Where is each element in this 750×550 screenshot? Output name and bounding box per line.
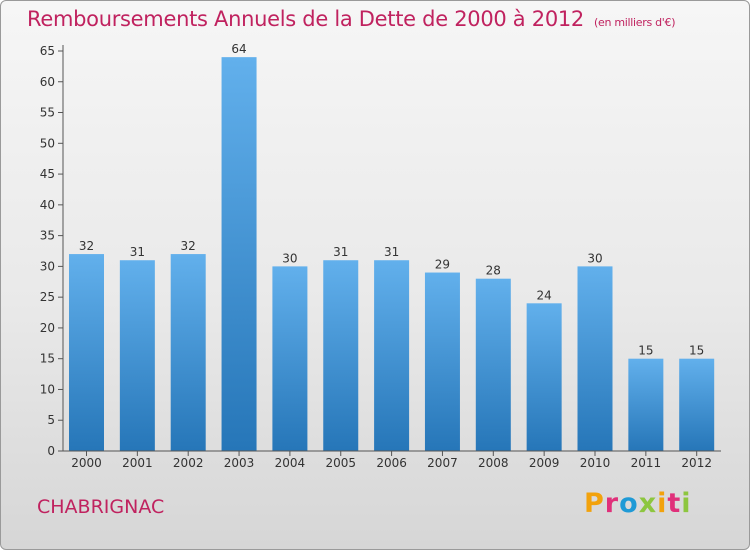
bar-value-label: 30 <box>587 251 602 265</box>
x-tick-label: 2001 <box>122 456 153 470</box>
bar-value-label: 15 <box>689 344 704 358</box>
x-tick-label: 2011 <box>631 456 662 470</box>
logo-letter: o <box>619 488 639 519</box>
y-tick-label: 50 <box>40 136 55 150</box>
x-tick-label: 2005 <box>325 456 356 470</box>
bar-value-label: 15 <box>638 344 653 358</box>
y-tick-label: 0 <box>47 444 55 458</box>
bar-2007 <box>424 272 460 451</box>
x-tick-label: 2003 <box>224 456 255 470</box>
bar-value-label: 31 <box>333 245 348 259</box>
bar-2005 <box>323 260 359 451</box>
bar-2009 <box>526 303 562 451</box>
x-tick-label: 2000 <box>71 456 102 470</box>
bar-2004 <box>272 266 308 451</box>
logo-letter: i <box>657 488 668 519</box>
x-tick-label: 2002 <box>173 456 204 470</box>
x-tick-label: 2004 <box>275 456 306 470</box>
y-tick-label: 10 <box>40 382 55 396</box>
y-tick-label: 35 <box>40 229 55 243</box>
logo-letter: x <box>638 488 658 519</box>
y-tick-label: 55 <box>40 106 55 120</box>
bars: 32 31 32 64 30 31 31 29 28 24 30 15 15 <box>69 42 715 452</box>
x-tick-label: 2009 <box>529 456 560 470</box>
commune-name: CHABRIGNAC <box>37 496 165 518</box>
logo-letter: P <box>584 488 605 519</box>
bar-2011 <box>628 358 664 451</box>
chart-subtitle: (en milliers d'€) <box>594 16 676 29</box>
x-axis: 2000 2001 2002 2003 2004 2005 2006 2007 2008 2009… <box>63 450 721 470</box>
y-axis: 0 5 10 15 20 25 30 35 40 45 50 55 60 65 <box>40 44 64 458</box>
y-tick-label: 65 <box>40 44 55 58</box>
bar-value-label: 30 <box>282 251 297 265</box>
bar-2010 <box>577 266 613 451</box>
y-tick-label: 45 <box>40 167 55 181</box>
x-tick-label: 2007 <box>427 456 458 470</box>
bar-value-label: 28 <box>486 264 501 278</box>
logo-letter: r <box>604 488 620 519</box>
y-tick-label: 15 <box>40 352 55 366</box>
bar-value-label: 24 <box>537 288 552 302</box>
chart-title: Remboursements Annuels de la Dette de 20… <box>27 7 675 31</box>
bar-value-label: 31 <box>384 245 399 259</box>
bar-2008 <box>475 278 511 451</box>
bar-value-label: 32 <box>181 239 196 253</box>
y-tick-label: 5 <box>47 413 55 427</box>
logo-letter: t <box>667 488 682 519</box>
bar-value-label: 32 <box>79 239 94 253</box>
bar-2000 <box>69 254 104 451</box>
x-tick-label: 2006 <box>376 456 407 470</box>
proxiti-logo[interactable]: Proxiti <box>584 488 692 519</box>
x-tick-label: 2008 <box>478 456 509 470</box>
bar-2012 <box>679 358 715 451</box>
y-tick-label: 20 <box>40 321 55 335</box>
bar-value-label: 64 <box>231 42 246 56</box>
y-tick-label: 40 <box>40 198 55 212</box>
y-tick-label: 60 <box>40 75 55 89</box>
logo-letter: i <box>681 488 692 519</box>
bar-value-label: 31 <box>130 245 145 259</box>
chart-title-text: Remboursements Annuels de la Dette de 20… <box>27 7 584 31</box>
bar-2003 <box>221 57 257 452</box>
bar-value-label: 29 <box>435 258 450 272</box>
bar-2001 <box>119 260 155 451</box>
bar-2006 <box>374 260 410 451</box>
bar-2002 <box>170 254 206 451</box>
x-tick-label: 2010 <box>580 456 611 470</box>
x-tick-label: 2012 <box>681 456 712 470</box>
y-tick-label: 30 <box>40 259 55 273</box>
y-tick-label: 25 <box>40 290 55 304</box>
